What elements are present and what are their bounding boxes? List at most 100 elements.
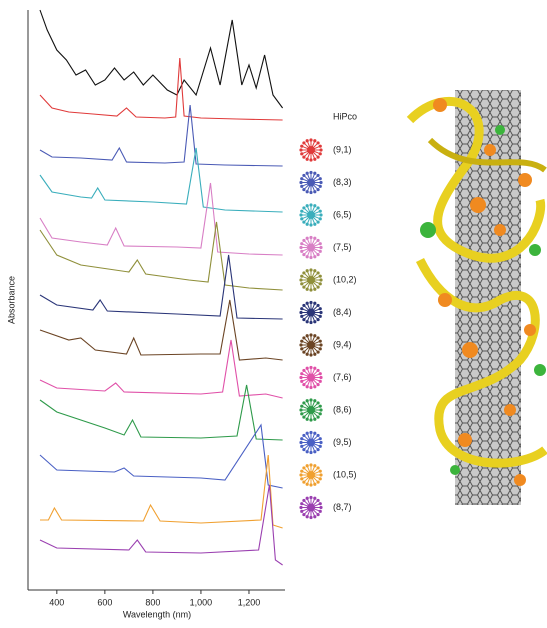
- icon-atom: [302, 271, 306, 275]
- icon-atom: [318, 412, 322, 416]
- legend-icon: [299, 398, 323, 422]
- icon-atom: [302, 303, 306, 308]
- icon-atom: [318, 282, 322, 286]
- icon-atom: [316, 317, 320, 322]
- icon-atom: [316, 368, 320, 373]
- icon-core: [307, 211, 315, 219]
- icon-atom: [299, 473, 303, 477]
- icon-atom: [302, 187, 306, 192]
- icon-atom: [316, 512, 320, 517]
- icon-atom: [299, 310, 303, 315]
- icon-atom: [319, 375, 323, 380]
- icon-atom: [302, 238, 306, 243]
- icon-atom: [300, 217, 304, 221]
- icon-atom: [313, 222, 317, 226]
- icon-atom: [305, 236, 309, 240]
- icon-atom: [316, 303, 320, 308]
- icon-atom: [309, 495, 313, 500]
- icon-atom: [299, 148, 303, 152]
- legend-label: (9,4): [333, 339, 352, 349]
- icon-atom: [305, 301, 309, 305]
- icon-atom: [305, 450, 309, 454]
- icon-atom: [313, 334, 317, 338]
- icon-atom: [309, 418, 313, 422]
- icon-atom: [316, 285, 320, 289]
- icon-atom: [319, 343, 323, 347]
- icon-atom: [299, 440, 303, 445]
- icon-atom: [318, 379, 322, 383]
- icon-atom: [300, 437, 304, 441]
- icon-atom: [309, 255, 313, 260]
- icon-atom: [316, 141, 320, 145]
- icon-atom: [299, 180, 303, 185]
- icon-atom: [319, 473, 323, 477]
- icon-core: [307, 178, 315, 187]
- icon-atom: [319, 310, 323, 315]
- legend-label: (8,3): [333, 177, 352, 187]
- icon-atom: [316, 206, 320, 210]
- legend-icon: [299, 463, 323, 487]
- icon-atom: [302, 382, 306, 387]
- icon-atom: [309, 203, 313, 207]
- icon-atom: [318, 404, 322, 408]
- icon-atom: [302, 466, 306, 470]
- icon-atom: [300, 184, 304, 188]
- icon-atom: [318, 437, 322, 441]
- icon-atom: [300, 307, 304, 311]
- icon-atom: [305, 190, 309, 194]
- icon-atom: [300, 314, 304, 318]
- icon-atom: [313, 236, 317, 240]
- icon-atom: [319, 278, 323, 282]
- icon-atom: [300, 242, 304, 246]
- icon-atom: [313, 385, 317, 389]
- icon-atom: [318, 177, 322, 181]
- icon-atom: [313, 139, 317, 143]
- icon-atom: [300, 209, 304, 213]
- icon-atom: [300, 379, 304, 383]
- spectrum-line: [39, 484, 283, 566]
- legend-label: (8,7): [333, 502, 352, 512]
- icon-atom: [309, 138, 313, 142]
- icon-atom: [309, 430, 313, 435]
- icon-atom: [309, 190, 313, 195]
- icon-atom: [318, 144, 322, 148]
- icon-atom: [309, 353, 313, 357]
- icon-atom: [302, 155, 306, 159]
- icon-atom: [313, 157, 317, 161]
- icon-atom: [316, 187, 320, 192]
- icon-core: [307, 341, 315, 349]
- icon-atom: [316, 447, 320, 452]
- nanotube-illustration: [406, 90, 547, 505]
- icon-atom: [309, 158, 313, 162]
- icon-atom: [316, 415, 320, 419]
- icon-atom: [319, 408, 323, 412]
- icon-atom: [318, 217, 322, 221]
- spectrum-line: [39, 423, 283, 489]
- icon-atom: [300, 404, 304, 408]
- icon-atom: [300, 509, 304, 513]
- icon-atom: [318, 469, 322, 473]
- x-tick-label: 400: [49, 597, 64, 607]
- legend-label: (7,5): [333, 242, 352, 252]
- icon-atom: [316, 336, 320, 340]
- icon-atom: [305, 399, 309, 403]
- icon-atom: [305, 255, 309, 259]
- icon-atom: [309, 483, 313, 487]
- icon-atom: [309, 333, 313, 337]
- icon-atom: [309, 463, 313, 467]
- legend-icon: [299, 203, 323, 227]
- x-tick-label: 600: [97, 597, 112, 607]
- icon-atom: [316, 238, 320, 243]
- icon-atom: [313, 482, 317, 486]
- icon-atom: [305, 482, 309, 486]
- spectrum-line: [39, 254, 283, 320]
- spectrum-line: [39, 104, 283, 167]
- spectrum-line: [39, 221, 283, 291]
- icon-atom: [313, 366, 317, 370]
- icon-atom: [300, 177, 304, 181]
- icon-atom: [299, 505, 303, 510]
- icon-core: [307, 471, 315, 479]
- icon-atom: [309, 385, 313, 390]
- legend-icon: [299, 300, 323, 325]
